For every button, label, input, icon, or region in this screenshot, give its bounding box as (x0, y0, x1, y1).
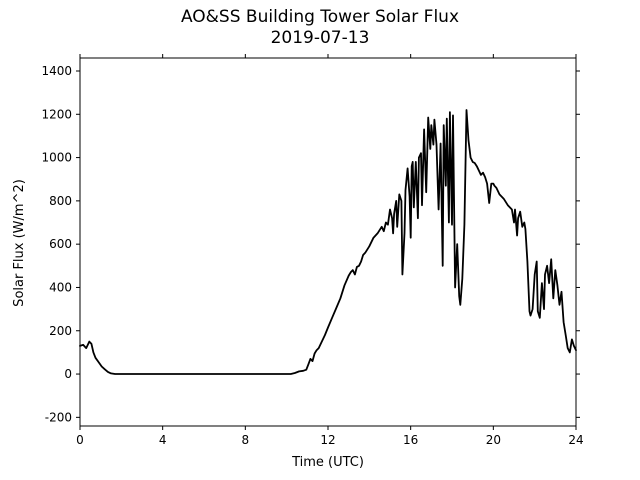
y-tick-label: 200 (49, 324, 72, 338)
chart-subtitle: 2019-07-13 (270, 28, 370, 48)
y-tick-label: 0 (64, 367, 72, 381)
x-tick-label: 0 (76, 433, 84, 447)
y-tick-label: 1400 (41, 64, 72, 78)
y-tick-label: 1000 (41, 151, 72, 165)
x-tick-label: 12 (320, 433, 335, 447)
series-line-solar-flux (79, 109, 577, 375)
y-tick-label: 400 (49, 280, 72, 294)
y-tick-label: -200 (45, 410, 72, 424)
x-tick-label: 20 (486, 433, 501, 447)
x-tick-label: 8 (242, 433, 250, 447)
x-axis-label: Time (UTC) (291, 455, 364, 470)
chart-title: AO&SS Building Tower Solar Flux (180, 7, 460, 27)
y-tick-label: 1200 (41, 107, 72, 121)
x-tick-label: 16 (403, 433, 418, 447)
x-tick-label: 4 (159, 433, 167, 447)
y-tick-label: 600 (49, 237, 72, 251)
x-tick-label: 24 (568, 433, 583, 447)
series-layer (79, 109, 577, 375)
y-axis-label: Solar Flux (W/m^2) (12, 179, 27, 307)
plot-frame (79, 57, 577, 427)
axis-ticks: 0 4 8 12 16 20 24 -200 0 200 400 600 800 1000 1200 1400 (41, 54, 584, 447)
y-tick-label: 800 (49, 194, 72, 208)
